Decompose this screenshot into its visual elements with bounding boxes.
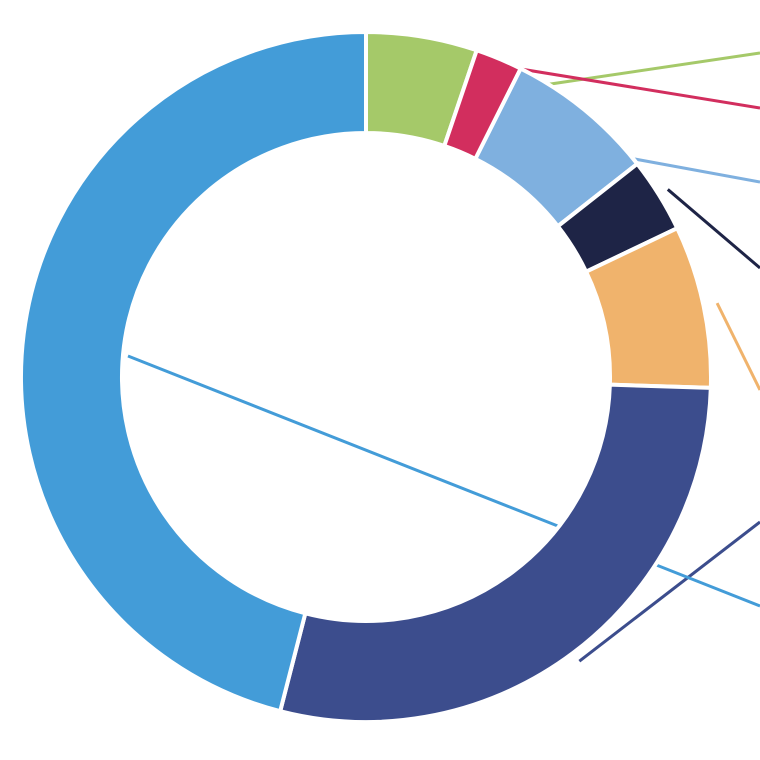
leader-line-4 — [666, 188, 760, 270]
leader-line-2 — [496, 63, 760, 110]
donut-slices — [19, 29, 713, 724]
donut-slice-7 — [19, 29, 368, 714]
leader-line-5 — [715, 302, 760, 391]
donut-slice-6 — [277, 382, 713, 724]
leader-line-6 — [578, 520, 760, 663]
